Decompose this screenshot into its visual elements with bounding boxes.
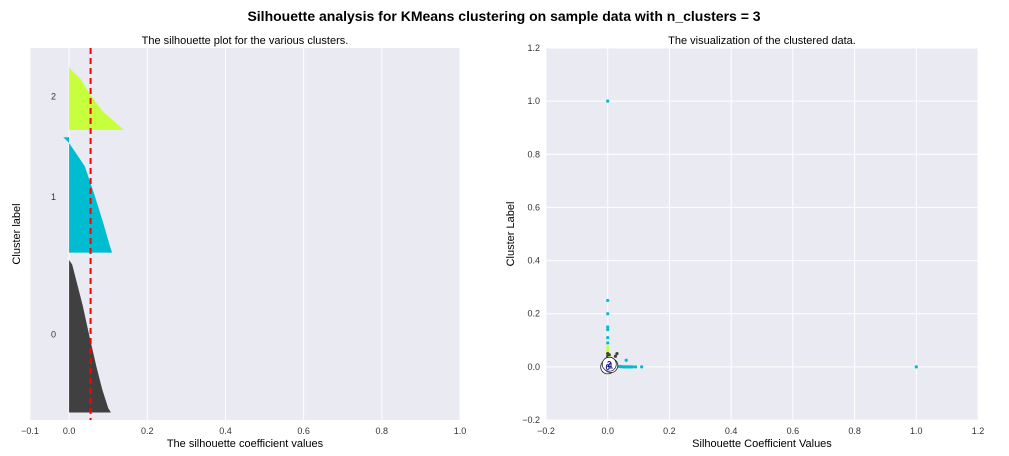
silhouette-xtick-label: 0.0: [63, 426, 76, 436]
silhouette-xtick-label: 0.8: [376, 426, 389, 436]
silhouette-xtick-label: 0.4: [219, 426, 232, 436]
cluster-point: [606, 347, 610, 352]
cluster-point: [606, 345, 610, 349]
silhouette-xtick-label: 0.6: [297, 426, 310, 436]
cluster-center-marker: [601, 356, 617, 372]
silhouette-cluster-0-label: 0: [51, 329, 56, 339]
silhouette-xtick-label: 0.2: [141, 426, 154, 436]
cluster-point: [606, 298, 610, 303]
cluster-scatter-marks: 012: [600, 99, 918, 375]
scatter-ytick-label: 0.4: [527, 256, 540, 266]
silhouette-plot: 0 1 2 −0.1 0.0 0.2 0.4 0.6 0.8 1.0 The silhouett…: [11, 35, 466, 450]
cluster-scatter-area: [546, 48, 978, 420]
cluster-point: [613, 354, 618, 358]
scatter-xtick-label: 0.6: [787, 426, 800, 436]
cluster-center-label: 0: [605, 363, 610, 372]
cluster-point: [624, 358, 628, 362]
scatter-xtick-label: 0.8: [848, 426, 861, 436]
cluster-center-label: 2: [607, 360, 612, 369]
cluster-point: [607, 353, 611, 357]
silhouette-cluster-1-fill: [63, 137, 113, 253]
cluster-scatter-ylabel: Cluster Label: [505, 202, 517, 267]
scatter-xtick-label: 0.4: [725, 426, 738, 436]
cluster-scatter-plot: 012 −0.2−0.2 0.0 0.0 0.2 0.2 0.4 0.4 0.6 0.6 0.8 0…: [505, 35, 984, 450]
scatter-ytick-label: 1.0: [527, 96, 540, 106]
cluster-point: [606, 312, 610, 316]
scatter-xtick-label: 1.2: [972, 426, 985, 436]
scatter-xtick-label: 0.2: [663, 426, 676, 436]
silhouette-plot-marks: 0 1 2: [51, 48, 124, 420]
cluster-scatter-ticks: −0.2−0.2 0.0 0.0 0.2 0.2 0.4 0.4 0.6 0.6 0.8 0.8 1.…: [522, 43, 984, 436]
cluster-scatter-grid: [545, 47, 979, 421]
cluster-scatter-xlabel: Silhouette Coefficient Values: [692, 438, 832, 450]
figure-suptitle: Silhouette analysis for KMeans clusterin…: [247, 8, 760, 24]
cluster-point: [640, 365, 644, 369]
cluster-point: [615, 351, 619, 356]
silhouette-xtick-label: 1.0: [454, 426, 467, 436]
scatter-ytick-label: 0.0: [527, 362, 540, 372]
cluster-point: [630, 365, 635, 369]
scatter-xtick-label: −0.2: [537, 426, 555, 436]
silhouette-cluster-2-fill: [69, 66, 124, 130]
scatter-ytick-label: 0.8: [527, 149, 540, 159]
cluster-point: [606, 336, 610, 340]
cluster-point: [633, 365, 638, 369]
cluster-point: [606, 328, 610, 332]
scatter-ytick-label: −0.2: [522, 415, 540, 425]
silhouette-plot-title: The silhouette plot for the various clus…: [142, 35, 349, 47]
scatter-xtick-label: 1.0: [910, 426, 923, 436]
silhouette-plot-ylabel: Cluster label: [11, 203, 23, 264]
scatter-ytick-label: 0.6: [527, 202, 540, 212]
silhouette-cluster-2-label: 2: [51, 91, 56, 101]
cluster-scatter-title: The visualization of the clustered data.: [668, 35, 856, 47]
scatter-ytick-label: 0.2: [527, 309, 540, 319]
silhouette-cluster-1-label: 1: [51, 192, 56, 202]
silhouette-plot-xlabel: The silhouette coefficient values: [167, 438, 324, 450]
cluster-point: [914, 365, 918, 369]
silhouette-xtick-label: −0.1: [21, 426, 39, 436]
scatter-xtick-label: 0.0: [601, 426, 614, 436]
cluster-point: [606, 325, 610, 329]
cluster-point: [606, 341, 610, 345]
silhouette-plot-ticks: −0.1 0.0 0.2 0.4 0.6 0.8 1.0: [21, 426, 466, 436]
silhouette-cluster-0-fill: [69, 260, 111, 413]
cluster-point: [606, 99, 610, 103]
cluster-center-label: 1: [609, 362, 614, 371]
scatter-ytick-label: 1.2: [527, 43, 540, 53]
